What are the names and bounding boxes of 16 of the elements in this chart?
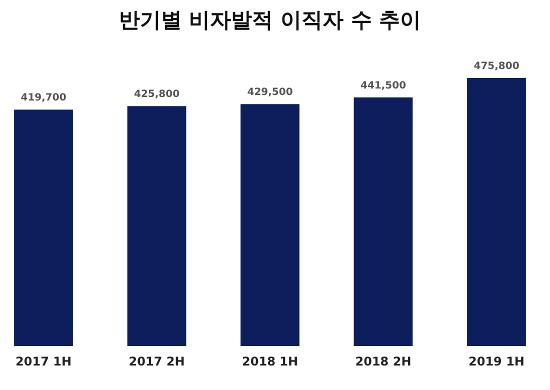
chart-title: 반기별 비자발적 이직자 수 추이 — [118, 8, 422, 32]
data-label: 425,800 — [134, 89, 180, 100]
x-tick-label: 2019 1H — [468, 354, 524, 368]
bar — [240, 104, 300, 346]
data-label: 441,500 — [360, 80, 406, 92]
x-tick-label: 2018 2H — [355, 354, 412, 368]
x-tick-label: 2017 1H — [16, 354, 72, 368]
x-tick-label: 2017 2H — [128, 354, 185, 368]
bar — [354, 97, 413, 346]
data-label: 475,800 — [474, 61, 520, 72]
bar — [127, 106, 186, 346]
data-label: 429,500 — [247, 87, 293, 98]
x-tick-label: 2018 1H — [242, 354, 298, 368]
bar — [14, 110, 73, 346]
bar — [467, 78, 526, 346]
data-label: 419,700 — [20, 92, 66, 104]
